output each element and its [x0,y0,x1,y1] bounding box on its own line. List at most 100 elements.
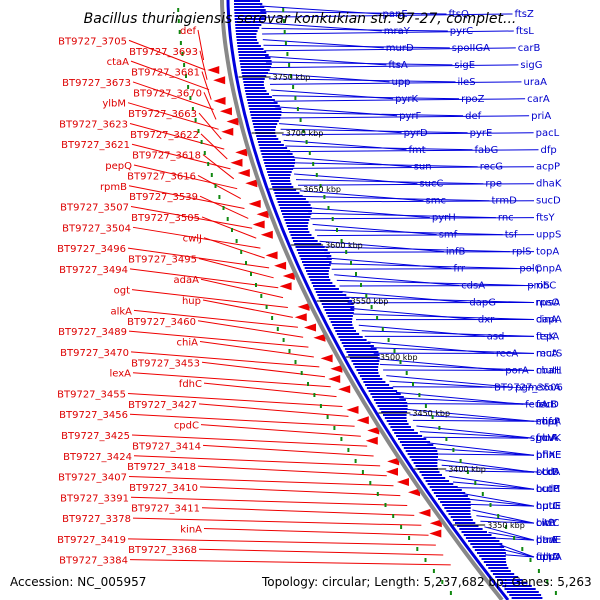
right-gene-label: exoA [536,382,561,393]
gc-dot [466,470,469,474]
right-feature-stripe [257,141,281,143]
right-gene-label: dhaK [536,179,562,190]
genome-backbone-inner [226,0,510,600]
right-feature-stripe [333,327,354,329]
right-gene-label: fruB [536,399,557,410]
right-feature-stripe [329,318,353,320]
gc-dot [194,118,197,122]
right-feature-stripe [246,96,272,98]
right-feature-stripe [250,114,282,116]
right-gene-label: uraA [524,77,548,88]
right-feature-stripe [254,129,276,131]
right-feature-stripe [442,504,471,506]
right-feature-stripe [249,111,282,113]
gc-dot [288,349,291,353]
gc-dot [286,52,289,56]
right-feature-stripe [323,306,355,308]
gc-dot [529,558,532,562]
gc-dot [197,129,200,133]
position-tick-label: 3400 kbp [448,465,486,474]
right-feature-stripe [260,150,291,152]
left-feature-arrow [429,519,442,528]
right-gene-label: pyrF [399,111,421,122]
right-feature-stripe [295,246,325,248]
gc-dot [416,547,419,551]
right-gene-label: fecD [536,399,559,410]
right-feature-stripe [247,102,278,104]
right-feature-stripe [351,360,380,362]
gc-dot [312,162,315,166]
right-feature-stripe [288,228,309,230]
left-gene-label: BT9727_3507 [60,203,129,214]
right-gene-label: copP [536,416,560,427]
left-gene-label: fdhC [179,379,202,390]
right-gene-label: fabG [475,145,499,156]
right-feature-stripe [234,21,264,23]
left-feature-arrow [213,96,226,105]
right-feature-stripe [286,225,308,227]
right-feature-stripe [375,402,408,404]
gc-dot [181,52,184,56]
right-feature-stripe [249,108,282,110]
right-feature-stripe [236,36,257,38]
right-gene-label: acpP [536,162,560,173]
right-feature-stripe [394,432,418,434]
position-tick-label: 3700 kbp [286,129,324,138]
right-feature-stripe [370,393,401,395]
gc-dot [384,503,387,507]
right-feature-stripe [354,366,379,368]
right-feature-stripe [419,471,440,473]
gc-dot [392,514,395,518]
right-feature-stripe [497,579,523,581]
accession-label: Accession: NC_005957 [10,575,146,589]
right-gene-label: tepA [536,331,559,342]
right-gene-label: butP [536,484,559,495]
right-gene-label: mraY [384,26,411,37]
right-feature-stripe [448,513,471,515]
left-gene-label: BT9727_3495 [128,254,197,265]
gc-dot [222,206,225,210]
right-feature-stripe [435,495,468,497]
right-feature-stripe [440,501,471,503]
right-feature-stripe [318,297,350,299]
right-feature-stripe [234,12,267,14]
right-gene-label: ftsY [536,213,555,224]
gc-dot [354,459,357,463]
gc-dot [313,393,316,397]
gc-dot [452,448,455,452]
right-feature-stripe [390,426,411,428]
right-feature-stripe [399,441,431,443]
right-feature-stripe [401,444,434,446]
right-gene-label: cbaH [536,365,562,376]
right-feature-stripe [509,594,542,596]
gc-dot [177,8,180,12]
gc-dot [431,415,434,419]
right-gene-label: recA [496,348,519,359]
right-strand-features [234,0,543,599]
left-feature-arrow [297,302,310,311]
position-tick-label: 3450 kbp [412,409,450,418]
right-feature-stripe [423,477,446,479]
right-feature-stripe [234,9,266,11]
gc-dot [432,569,435,573]
right-feature-stripe [285,222,309,224]
left-gene-label: cpdC [174,421,199,432]
right-feature-stripe [270,180,291,182]
gc-dot [218,195,221,199]
left-feature-arrow [294,313,307,322]
right-feature-stripe [267,171,292,173]
right-feature-stripe [324,309,355,311]
gc-dot [521,547,524,551]
gc-dot [347,448,350,452]
right-feature-stripe [433,492,466,494]
left-gene-label: BT9727_3705 [58,36,127,47]
gc-dot [546,580,549,584]
left-gene-label: BT9727_3681 [131,68,200,79]
right-gene-label: rpsO [536,298,560,309]
right-gene-label: bcrB [536,467,559,478]
right-feature-stripe [383,414,407,416]
right-gene-label: glnA [536,433,558,444]
gc-dot [207,162,210,166]
gc-dot [489,503,492,507]
